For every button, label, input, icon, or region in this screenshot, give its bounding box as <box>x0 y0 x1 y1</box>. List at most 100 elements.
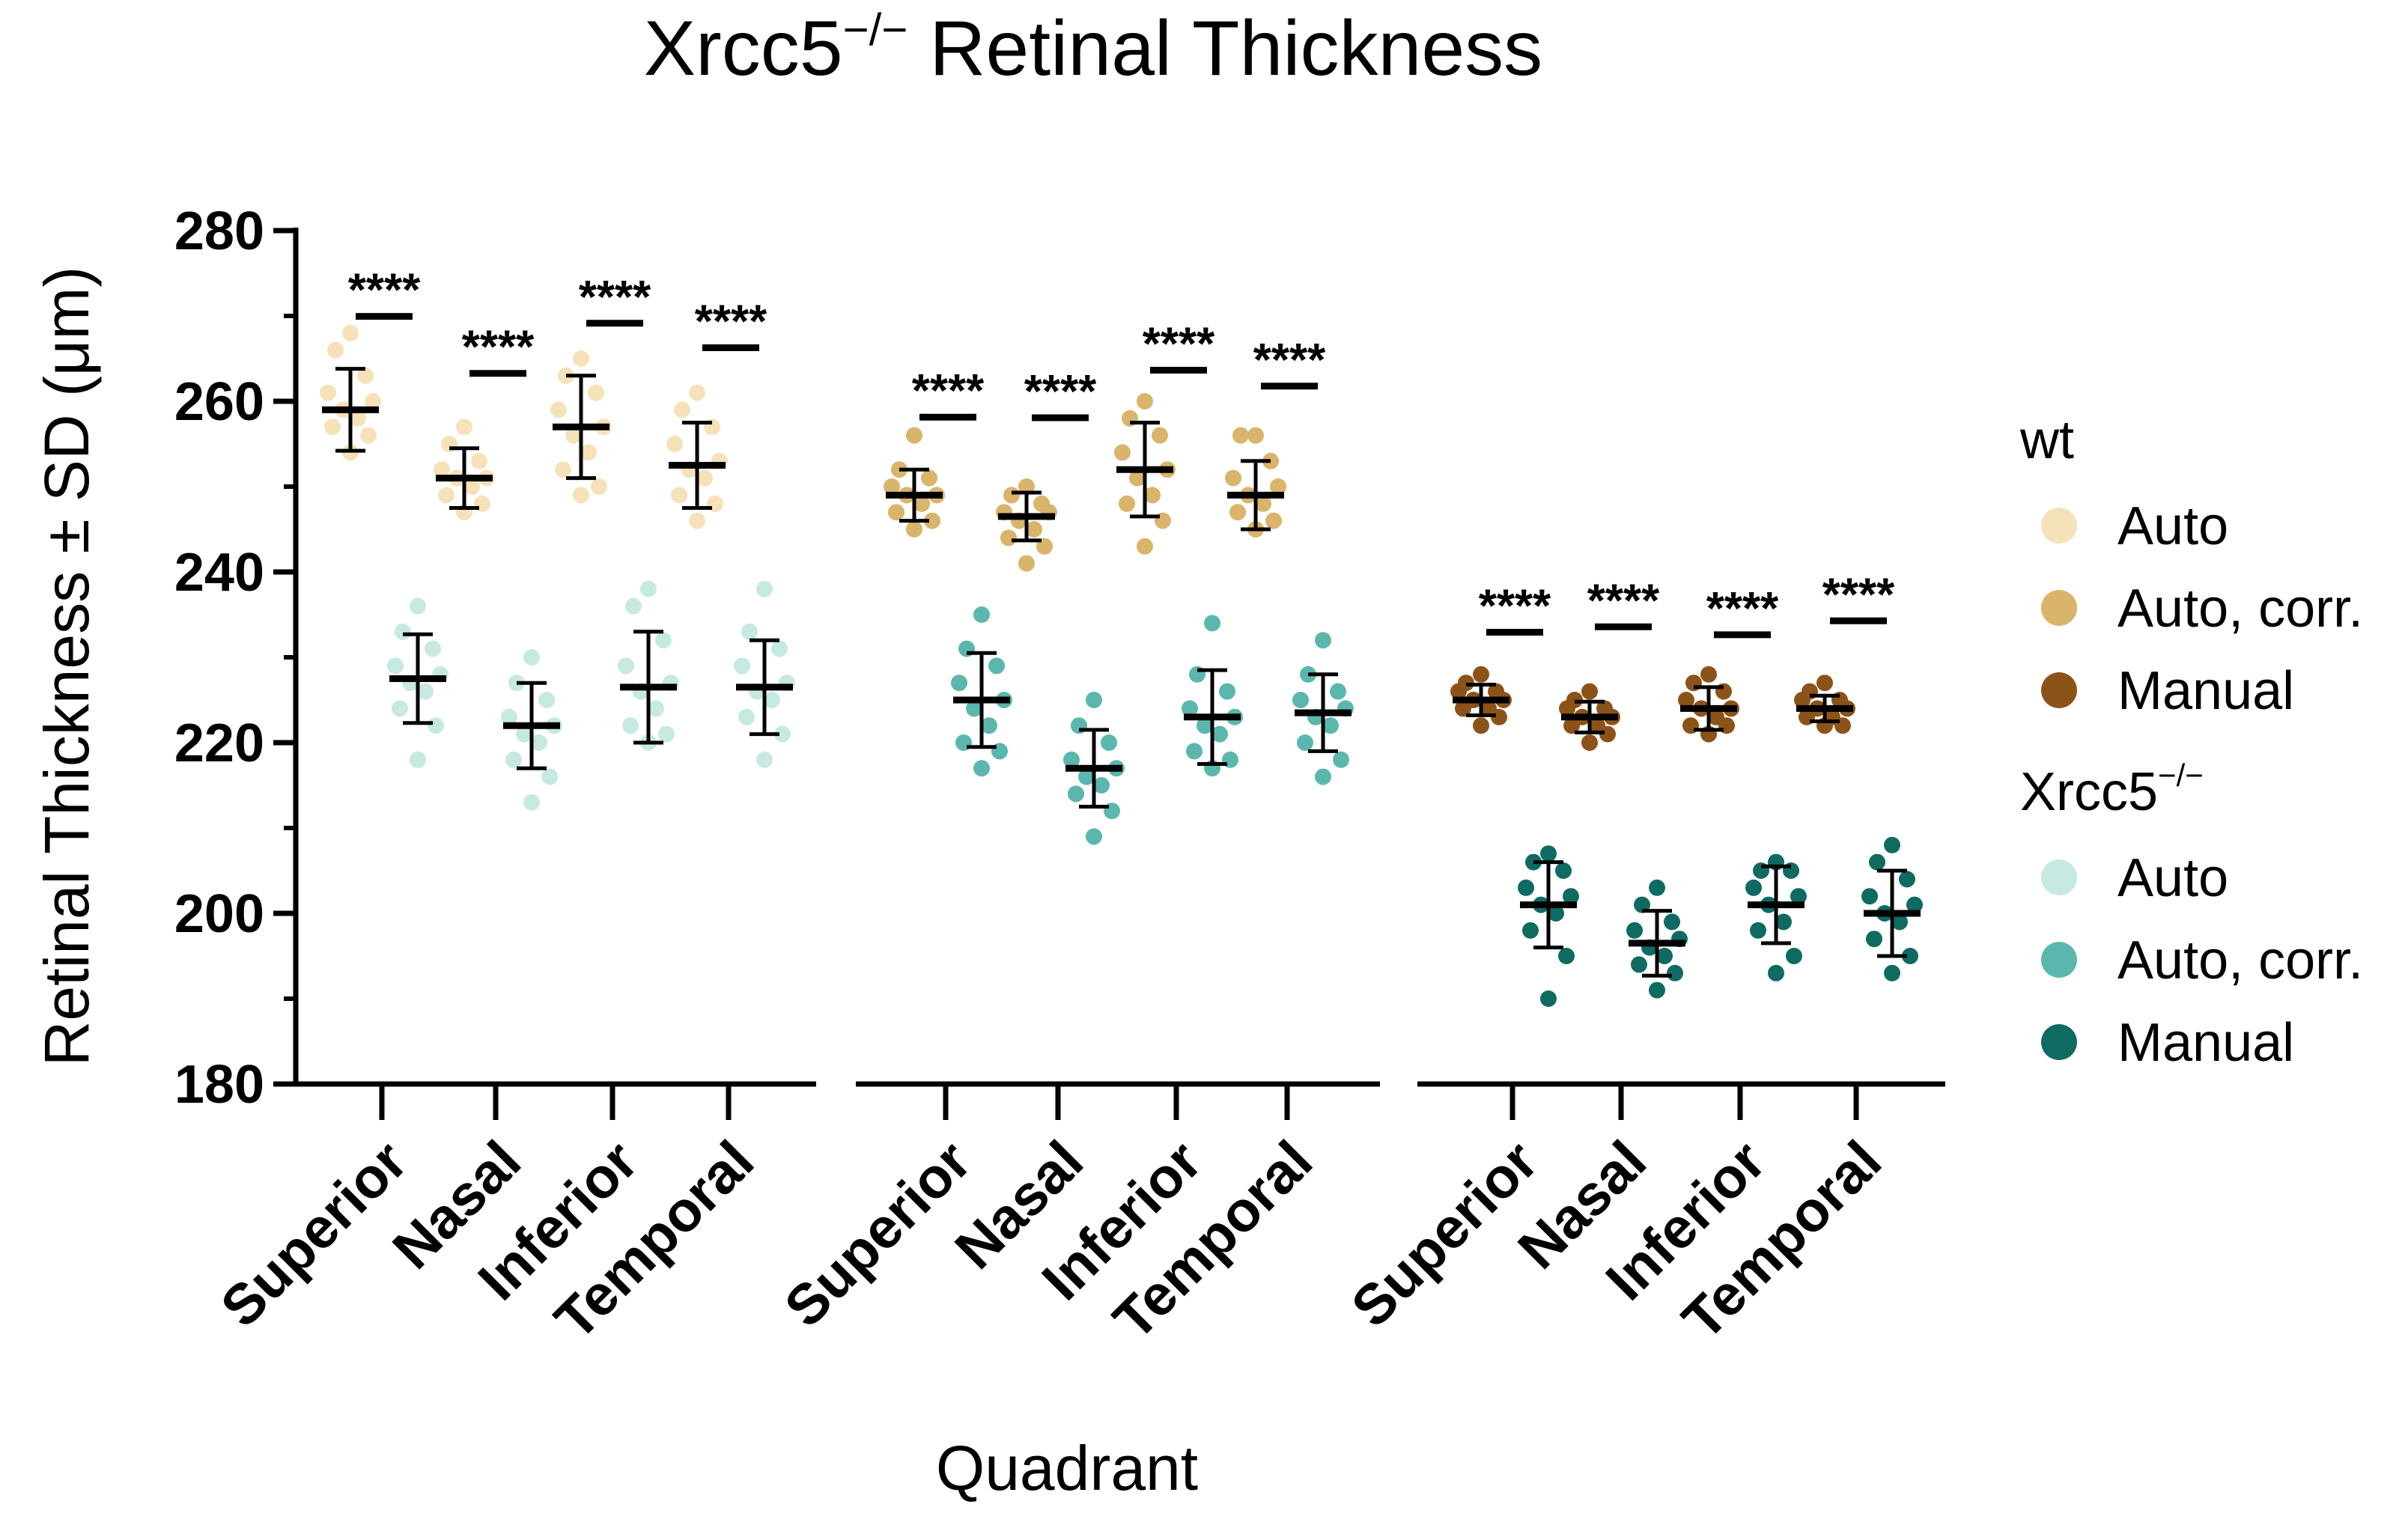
ko-data-point <box>1518 879 1534 896</box>
wt-data-point <box>884 478 900 495</box>
ko-data-point <box>1884 836 1900 853</box>
ko-data-point <box>1902 948 1918 964</box>
ko-data-point <box>1775 913 1792 931</box>
wt-data-point <box>924 512 940 529</box>
wt-data-point <box>1003 487 1020 504</box>
ko-data-point <box>501 708 517 725</box>
ko-data-point <box>392 700 408 717</box>
wt-data-point <box>1137 538 1153 555</box>
y-tick-label: 260 <box>174 372 264 432</box>
ko-data-point <box>764 692 780 708</box>
wt-data-point <box>1581 734 1598 751</box>
ko-data-point <box>625 597 642 615</box>
wt-data-point <box>342 324 359 341</box>
wt-data-point <box>1599 725 1616 743</box>
ko-data-point <box>1219 683 1235 700</box>
legend-entry-label: Manual <box>2117 661 2294 721</box>
ko-data-point <box>1522 922 1539 939</box>
wt-data-point <box>438 487 454 504</box>
wt-data-point <box>906 521 922 538</box>
wt-data-point <box>555 461 571 478</box>
wt-data-point <box>1232 427 1249 444</box>
ko-data-point <box>1899 871 1915 888</box>
wt-data-point <box>357 367 374 384</box>
ko-data-point <box>1768 964 1784 981</box>
ko-data-point <box>410 751 426 768</box>
significance-label: **** <box>695 296 767 348</box>
ko-data-point <box>1093 777 1110 794</box>
significance-label: **** <box>1253 335 1326 386</box>
significance-label: **** <box>1822 569 1895 621</box>
ko-data-point <box>655 632 672 649</box>
ko-data-point <box>1211 725 1228 743</box>
wt-data-point <box>350 410 366 427</box>
legend-marker <box>2041 1024 2077 1060</box>
legend: wt Auto Auto, corr. Manual Xrcc5−/− Auto Auto,… <box>2019 410 2363 1073</box>
wt-data-point <box>1700 666 1717 683</box>
wt-data-point <box>921 469 937 487</box>
legend-group-title: Xrcc5−/− <box>2020 758 2204 822</box>
ko-data-point <box>425 640 441 657</box>
ko-data-point <box>410 597 426 615</box>
ko-data-point <box>648 700 664 717</box>
ko-data-point <box>531 734 547 751</box>
significance-label: **** <box>1024 366 1097 418</box>
ko-data-point <box>741 623 758 640</box>
y-tick-label: 280 <box>174 201 264 261</box>
ko-data-point <box>1197 717 1213 734</box>
legend-marker <box>2041 942 2077 978</box>
ko-data-point <box>1563 888 1579 905</box>
legend-marker <box>2041 508 2077 544</box>
ko-data-point <box>1906 896 1923 913</box>
wt-data-point <box>550 401 567 418</box>
wt-data-point <box>1225 469 1241 487</box>
ko-data-point <box>771 640 788 657</box>
ko-data-point <box>505 751 522 768</box>
ko-data-point <box>1548 905 1564 922</box>
wt-data-point <box>573 350 589 367</box>
ko-data-point <box>640 580 657 597</box>
wt-data-point <box>1450 683 1467 700</box>
ko-data-point <box>1790 888 1807 905</box>
ko-data-point <box>1315 632 1331 649</box>
ko-data-point <box>1068 785 1084 803</box>
ko-data-point <box>387 657 404 675</box>
ko-data-point <box>1745 879 1762 896</box>
data-marks: **** **** **** **** **** **** **** **** **** ****… <box>320 265 1923 1007</box>
ko-data-point <box>1063 751 1080 768</box>
ko-data-point <box>1182 700 1198 717</box>
ko-data-point <box>417 683 434 700</box>
ko-data-point <box>1558 948 1575 964</box>
wt-data-point <box>573 487 589 504</box>
significance-label: **** <box>1143 319 1215 371</box>
chart-title: Xrcc5−/− Retinal Thickness <box>644 4 1542 92</box>
legend-marker <box>2041 590 2077 626</box>
wt-data-point <box>324 418 341 436</box>
significance-label: **** <box>1587 575 1660 627</box>
ko-data-point <box>1891 913 1908 931</box>
y-tick-label: 200 <box>174 884 264 944</box>
ko-data-point <box>618 657 634 675</box>
ko-data-point <box>1297 734 1313 751</box>
wt-data-point <box>320 384 336 401</box>
wt-data-point <box>1129 469 1146 487</box>
ko-data-point <box>1656 948 1673 964</box>
wt-data-point <box>1270 478 1286 495</box>
wt-data-point <box>1247 427 1264 444</box>
ko-data-point <box>966 700 982 717</box>
ko-data-point <box>1322 717 1339 734</box>
wt-data-point <box>360 427 377 444</box>
ko-data-point <box>538 692 555 708</box>
ko-data-point <box>1664 913 1680 931</box>
ko-data-point <box>1086 692 1102 708</box>
wt-data-point <box>1255 495 1271 512</box>
significance-label: **** <box>579 272 651 323</box>
ko-data-point <box>658 725 675 743</box>
wt-data-point <box>1026 521 1042 538</box>
ko-data-point <box>1649 981 1665 999</box>
ko-data-point <box>1078 768 1095 785</box>
wt-data-point <box>434 461 450 478</box>
wt-data-point <box>1563 717 1580 734</box>
legend-entry-label: Auto <box>2117 496 2228 556</box>
